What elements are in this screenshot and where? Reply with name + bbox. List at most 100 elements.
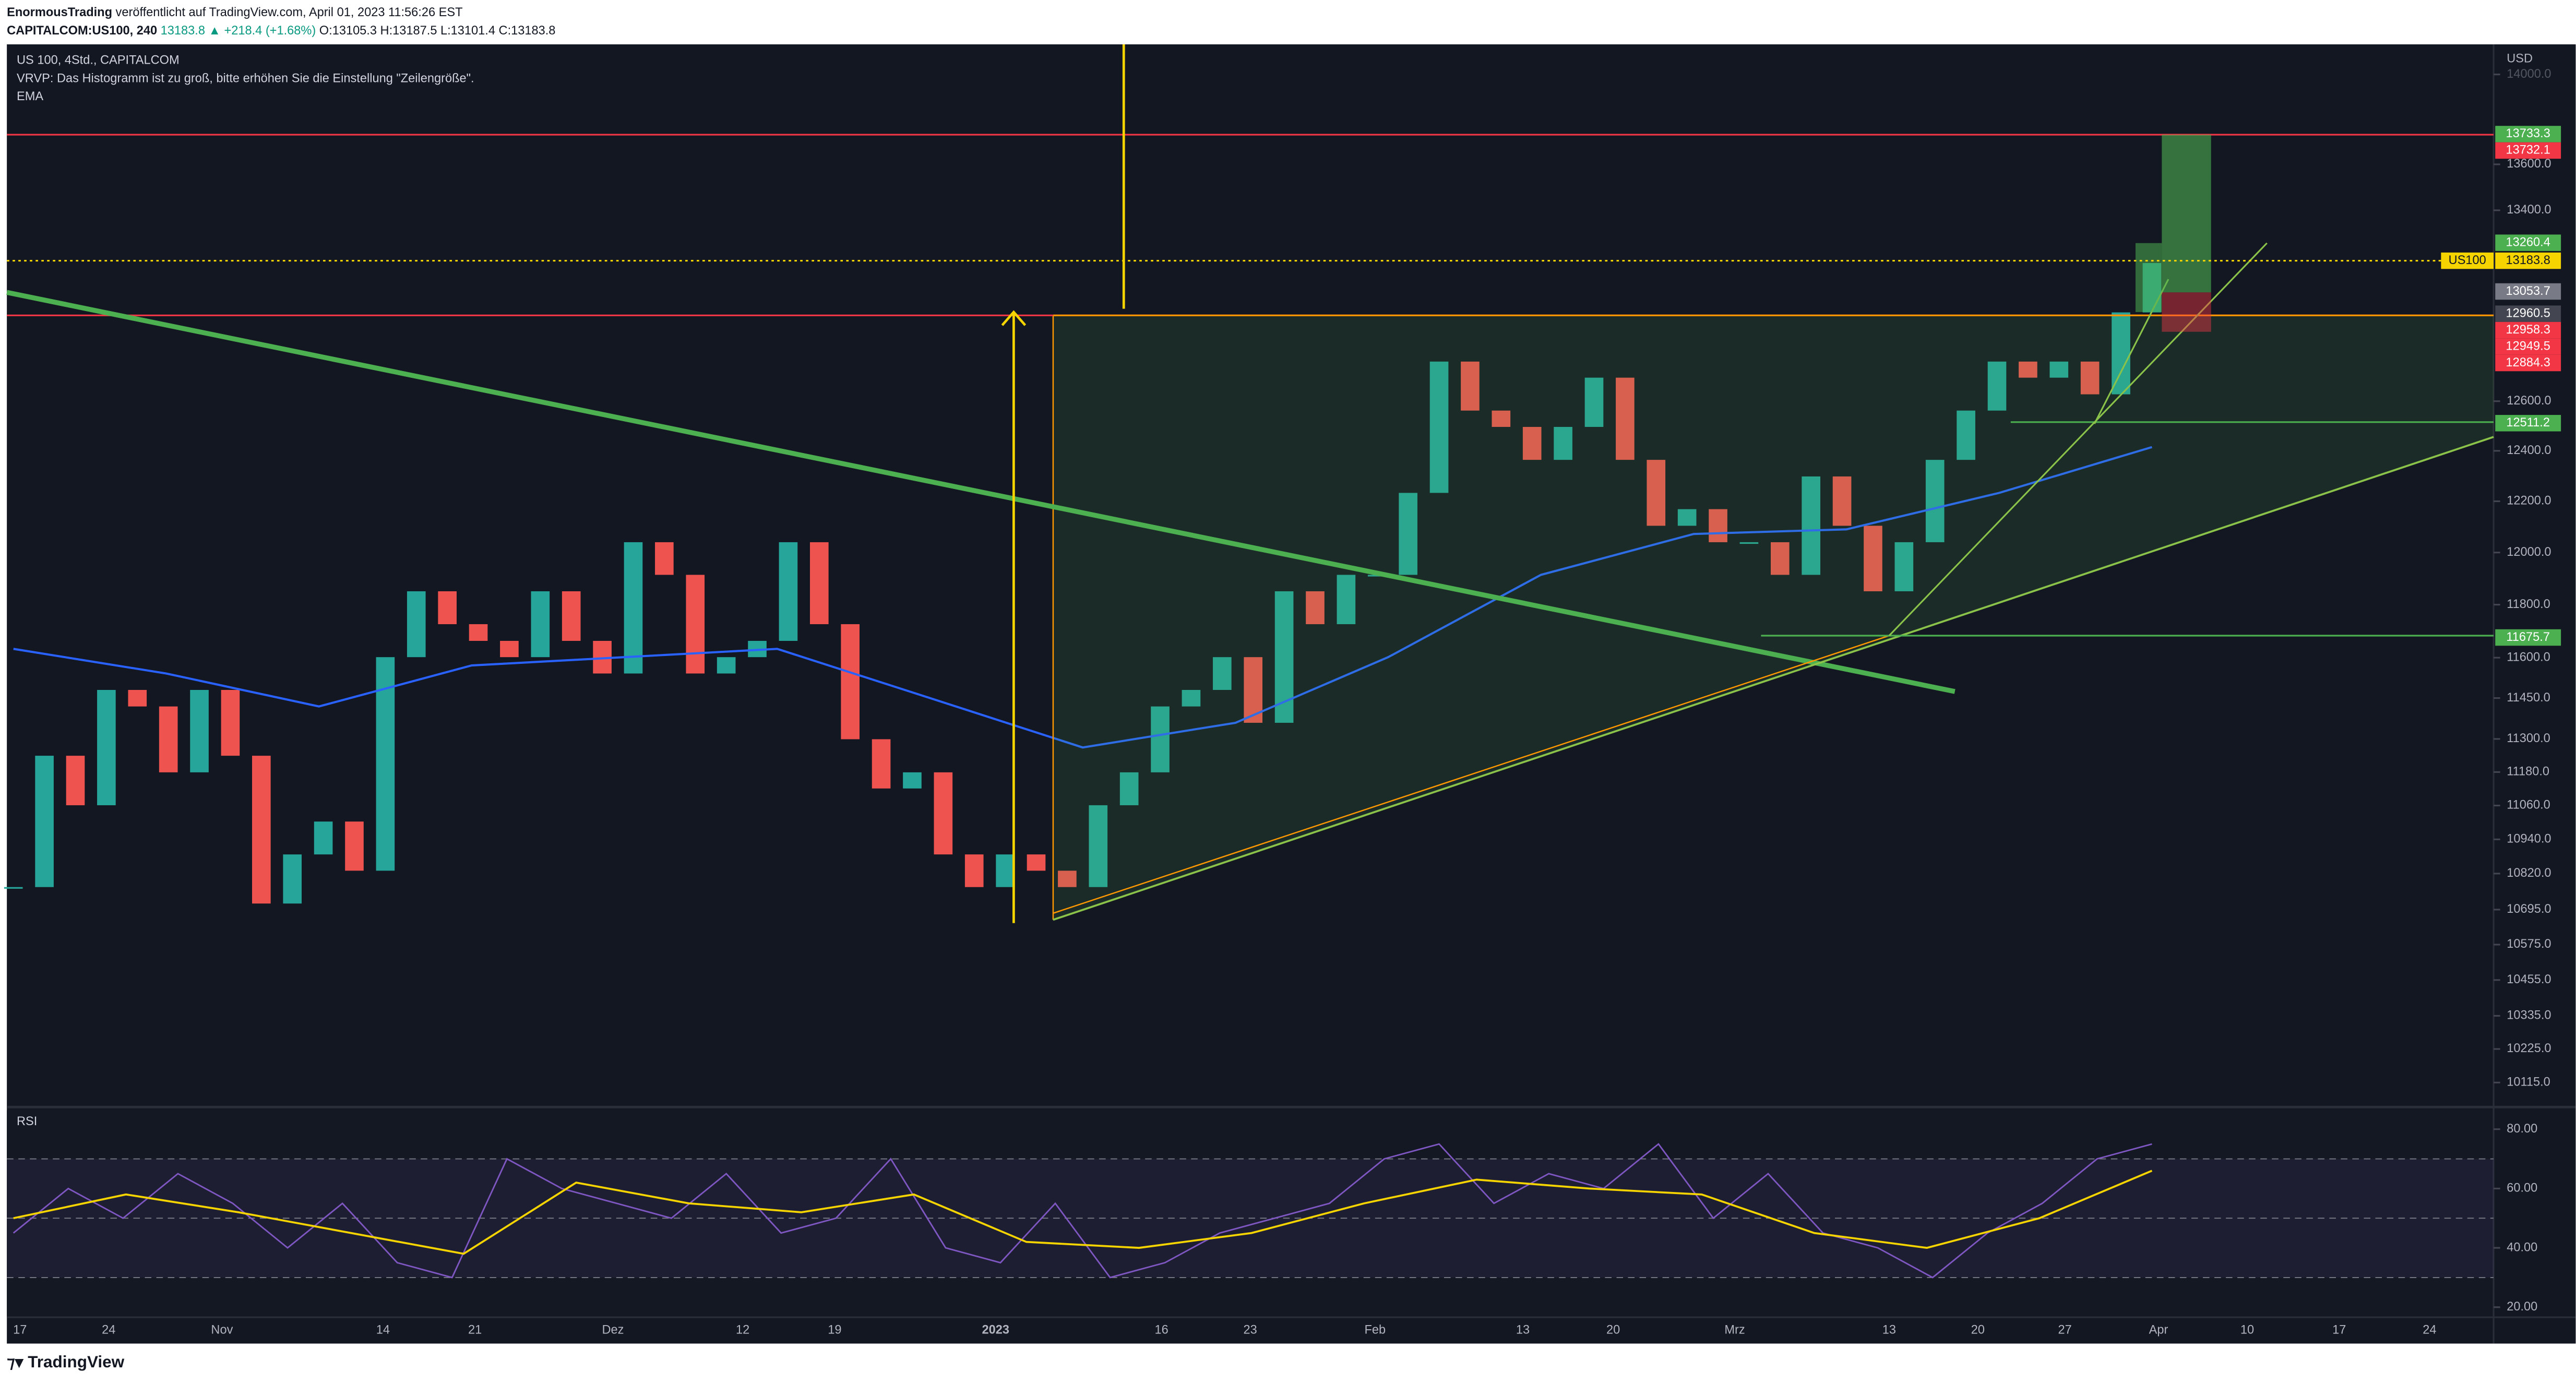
high: H:13187.5 xyxy=(380,24,437,38)
y-tick-label: 10820.0 xyxy=(2507,866,2551,880)
stop-box xyxy=(2162,292,2211,332)
candle xyxy=(1399,493,1417,575)
y-tick-label: 13400.0 xyxy=(2507,203,2551,217)
candle xyxy=(1677,509,1697,526)
candle xyxy=(252,756,271,904)
candle xyxy=(1832,476,1852,526)
candle xyxy=(1089,805,1108,887)
candle xyxy=(1337,575,1356,624)
close: C:13183.8 xyxy=(499,24,556,38)
price-tag-label: 12511.2 xyxy=(2506,416,2550,430)
x-tick-label: Mrz xyxy=(1724,1324,1745,1337)
rsi-title: RSI xyxy=(17,1115,37,1128)
low: L:13101.4 xyxy=(440,24,495,38)
position-box xyxy=(2135,243,2162,312)
y-tick-label: 12600.0 xyxy=(2507,394,2551,408)
candle xyxy=(1616,377,1635,460)
rsi-line xyxy=(13,1143,2152,1279)
y-tick-label: 10225.0 xyxy=(2507,1042,2551,1055)
candle xyxy=(469,624,488,641)
y-tick-label: 11800.0 xyxy=(2507,598,2550,611)
y-tick-label: 10695.0 xyxy=(2507,902,2551,916)
candle xyxy=(1306,591,1325,624)
trend-line xyxy=(6,290,1955,694)
trend-line xyxy=(1053,436,2494,921)
x-tick-label: Apr xyxy=(2149,1324,2168,1337)
candle xyxy=(1554,427,1572,460)
x-tick-label: 24 xyxy=(102,1324,115,1337)
candle xyxy=(314,821,333,855)
price-tag xyxy=(2495,321,2561,339)
arrow-head xyxy=(1001,310,1027,326)
x-tick-label: Nov xyxy=(211,1324,233,1337)
candle xyxy=(934,772,953,855)
candle xyxy=(903,772,922,789)
x-tick-label: 20 xyxy=(1971,1324,1985,1337)
legend-title: US 100, 4Std., CAPITALCOM xyxy=(17,54,180,67)
ema-line xyxy=(13,446,2153,749)
candle xyxy=(407,591,426,658)
candle xyxy=(1864,526,1882,591)
price-tag-label: 13183.8 xyxy=(2506,254,2550,267)
y-tick-label: 10940.0 xyxy=(2507,832,2551,846)
brand-logo: ⁊▾ TradingView xyxy=(7,1353,124,1372)
y-tick-label: 10335.0 xyxy=(2507,1009,2551,1022)
price-tag xyxy=(2495,142,2561,159)
x-tick-label: 24 xyxy=(2423,1324,2436,1337)
header-line: EnormousTrading veröffentlicht auf Tradi… xyxy=(7,6,462,19)
y-tick-label: 13600.0 xyxy=(2507,157,2551,171)
candle xyxy=(1770,542,1790,575)
candle xyxy=(1987,361,2007,411)
candle xyxy=(2019,361,2037,378)
range-zone xyxy=(1053,315,2494,920)
candle xyxy=(1802,476,1821,575)
x-tick-label: 21 xyxy=(468,1324,482,1337)
x-tick-label: 23 xyxy=(1243,1324,1257,1337)
price-tag xyxy=(2495,629,2561,646)
candle xyxy=(35,756,54,887)
candle xyxy=(1647,460,1666,526)
price-tag xyxy=(2495,415,2561,432)
trend-line xyxy=(1888,242,2268,637)
candle xyxy=(66,756,85,805)
candle xyxy=(376,657,395,871)
candle xyxy=(686,575,705,674)
candle xyxy=(1058,871,1077,887)
candle xyxy=(221,689,240,756)
price-tag-label: 13053.7 xyxy=(2506,284,2550,298)
y-tick-label: 11180.0 xyxy=(2507,765,2549,779)
legend-ema: EMA xyxy=(17,90,43,103)
x-tick-label: 17 xyxy=(2332,1324,2346,1337)
candle xyxy=(1894,542,1914,591)
price-tag xyxy=(2495,354,2561,372)
price-tag-label: 12958.3 xyxy=(2506,323,2550,337)
rsi-line xyxy=(13,1170,2153,1255)
symbol-tag xyxy=(2441,252,2494,269)
candle xyxy=(809,542,829,624)
price-tag-label: 13733.3 xyxy=(2506,127,2550,140)
candle xyxy=(1522,427,1542,460)
y-tick-label: 10455.0 xyxy=(2507,973,2551,986)
price-layer xyxy=(4,263,2162,904)
candle xyxy=(283,854,302,904)
price-tag-label: 12960.5 xyxy=(2506,306,2550,320)
candle xyxy=(4,887,23,889)
candle xyxy=(624,542,643,674)
candle xyxy=(779,542,798,641)
x-tick-label: 14 xyxy=(376,1324,390,1337)
target-box xyxy=(2162,135,2211,293)
x-tick-label: 13 xyxy=(1516,1324,1530,1337)
price-tag xyxy=(2495,126,2561,142)
price-tag xyxy=(2495,252,2561,269)
x-tick-label: 10 xyxy=(2240,1324,2254,1337)
candle xyxy=(500,641,519,658)
x-tick-label: Feb xyxy=(1364,1324,1386,1337)
published: veröffentlicht auf TradingView.com, Apri… xyxy=(116,6,463,19)
candle xyxy=(1151,706,1170,772)
y-tick-label: 11060.0 xyxy=(2507,798,2550,812)
candle xyxy=(841,624,860,740)
trend-line xyxy=(1053,635,1890,914)
candle xyxy=(2080,361,2100,395)
y-tick-label: 10115.0 xyxy=(2507,1076,2550,1089)
candle xyxy=(1027,854,1046,871)
